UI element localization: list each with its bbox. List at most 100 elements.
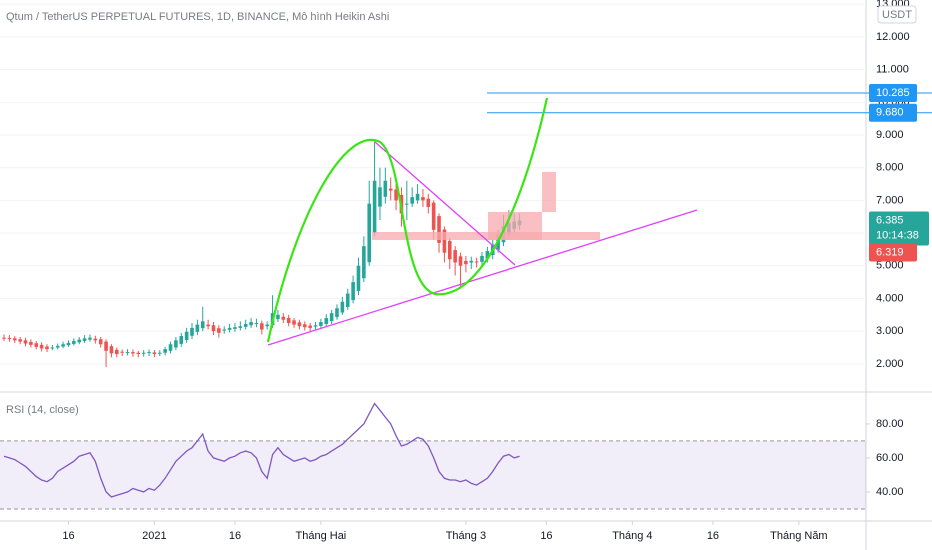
- candle-body: [378, 187, 382, 207]
- candle-body: [421, 197, 425, 201]
- candle-body: [308, 325, 312, 328]
- candle-body: [157, 352, 162, 354]
- candle-body: [217, 328, 221, 333]
- level-tag: [869, 103, 917, 122]
- candle-body: [405, 203, 409, 205]
- candle-body: [447, 240, 452, 260]
- candle-body: [324, 318, 329, 324]
- rsi-title: RSI (14, close): [6, 404, 79, 416]
- candle-body: [281, 316, 286, 320]
- candle-body: [195, 324, 200, 332]
- candle-body: [29, 341, 33, 345]
- candle-body: [313, 325, 318, 327]
- candle-body: [88, 337, 92, 340]
- candle-body: [437, 216, 441, 243]
- currency[interactable]: USDT: [882, 9, 912, 21]
- x-tick-label: 16: [707, 530, 719, 542]
- close-price-tag: [869, 243, 917, 262]
- candle-body: [136, 352, 141, 355]
- candle-body: [61, 344, 65, 347]
- candle-body: [340, 301, 345, 313]
- candle-body: [120, 351, 124, 353]
- candle-body: [98, 339, 103, 345]
- countdown: 10:14:38: [876, 229, 919, 241]
- x-tick-label: Tháng 3: [446, 530, 486, 542]
- candle-body: [82, 338, 87, 341]
- candle-body: [367, 203, 372, 263]
- candle-body: [394, 189, 398, 201]
- rsi-pane: 80.00 60.00 40.00 16 2021 16 Tháng Hai Tháng 3 1…: [0, 402, 904, 542]
- x-tick-label: Tháng Hai: [296, 530, 347, 542]
- candle-body: [109, 346, 114, 354]
- candle-body: [211, 325, 216, 332]
- zone: [542, 172, 556, 212]
- zone: [488, 212, 542, 240]
- candle-body: [50, 347, 55, 349]
- candle-body: [93, 338, 98, 341]
- candle-body: [351, 282, 355, 301]
- candle-body: [23, 340, 28, 344]
- candle-body: [458, 256, 463, 266]
- rsi-line: [3, 402, 520, 498]
- candle-body: [243, 323, 248, 327]
- candle-body: [474, 261, 479, 263]
- candle-body: [227, 327, 232, 330]
- candle-body: [184, 331, 189, 340]
- candle-body: [174, 340, 178, 348]
- y-tick-label: 80.00: [876, 418, 904, 430]
- candle-body: [168, 344, 173, 351]
- level-tag: [869, 84, 917, 103]
- candle-body: [2, 337, 6, 339]
- candle-body: [152, 352, 157, 355]
- trend-line: [374, 141, 516, 266]
- price-pane: 13.00012.00011.00010.0009.0008.0007.0006…: [0, 0, 932, 370]
- candle-body: [362, 246, 366, 279]
- rsi-band: [0, 440, 866, 509]
- candle-body: [383, 180, 388, 197]
- candle-body: [66, 342, 71, 346]
- candle-body: [276, 314, 280, 320]
- candle-body: [464, 260, 468, 265]
- candle-body: [335, 308, 339, 318]
- projection-curve: [266, 97, 549, 343]
- zone: [372, 232, 600, 240]
- candle-body: [388, 188, 393, 191]
- y-tick-label: 13.000: [876, 0, 910, 10]
- candle-body: [77, 339, 82, 343]
- candle-body: [45, 346, 49, 350]
- y-tick-label: 8.000: [876, 162, 904, 174]
- candle-body: [12, 338, 17, 341]
- candle-body: [265, 324, 269, 327]
- trend-line: [267, 209, 698, 346]
- candle-body: [485, 251, 490, 259]
- currency-box[interactable]: [877, 5, 917, 24]
- close-price-label: 6.319: [876, 246, 904, 258]
- candle-body: [7, 338, 12, 340]
- candle-body: [55, 345, 60, 348]
- y-tick-label: 40.00: [876, 486, 904, 498]
- candle-body: [141, 352, 146, 354]
- candle-body: [469, 260, 474, 263]
- y-tick-label: 60.00: [876, 452, 904, 464]
- level-label: 10.285: [876, 87, 910, 99]
- candle-body: [480, 255, 484, 262]
- candle-body: [286, 318, 291, 323]
- y-tick-label: 11.000: [876, 64, 909, 76]
- y-tick-label: 3.000: [876, 325, 904, 337]
- candle-body: [415, 193, 420, 201]
- candle-body: [125, 352, 130, 354]
- candle-body: [190, 327, 194, 336]
- candle-body: [319, 322, 323, 326]
- candle-body: [179, 336, 184, 344]
- candle-body: [104, 341, 108, 351]
- candle-body: [238, 326, 243, 328]
- candle-body: [442, 229, 447, 253]
- y-tick-label: 5.000: [876, 260, 904, 272]
- candle-body: [206, 324, 210, 327]
- last-price-label: 6.385: [876, 214, 904, 226]
- candle-body: [292, 320, 296, 325]
- y-tick-label: 4.000: [876, 292, 904, 304]
- candle-body: [233, 327, 237, 329]
